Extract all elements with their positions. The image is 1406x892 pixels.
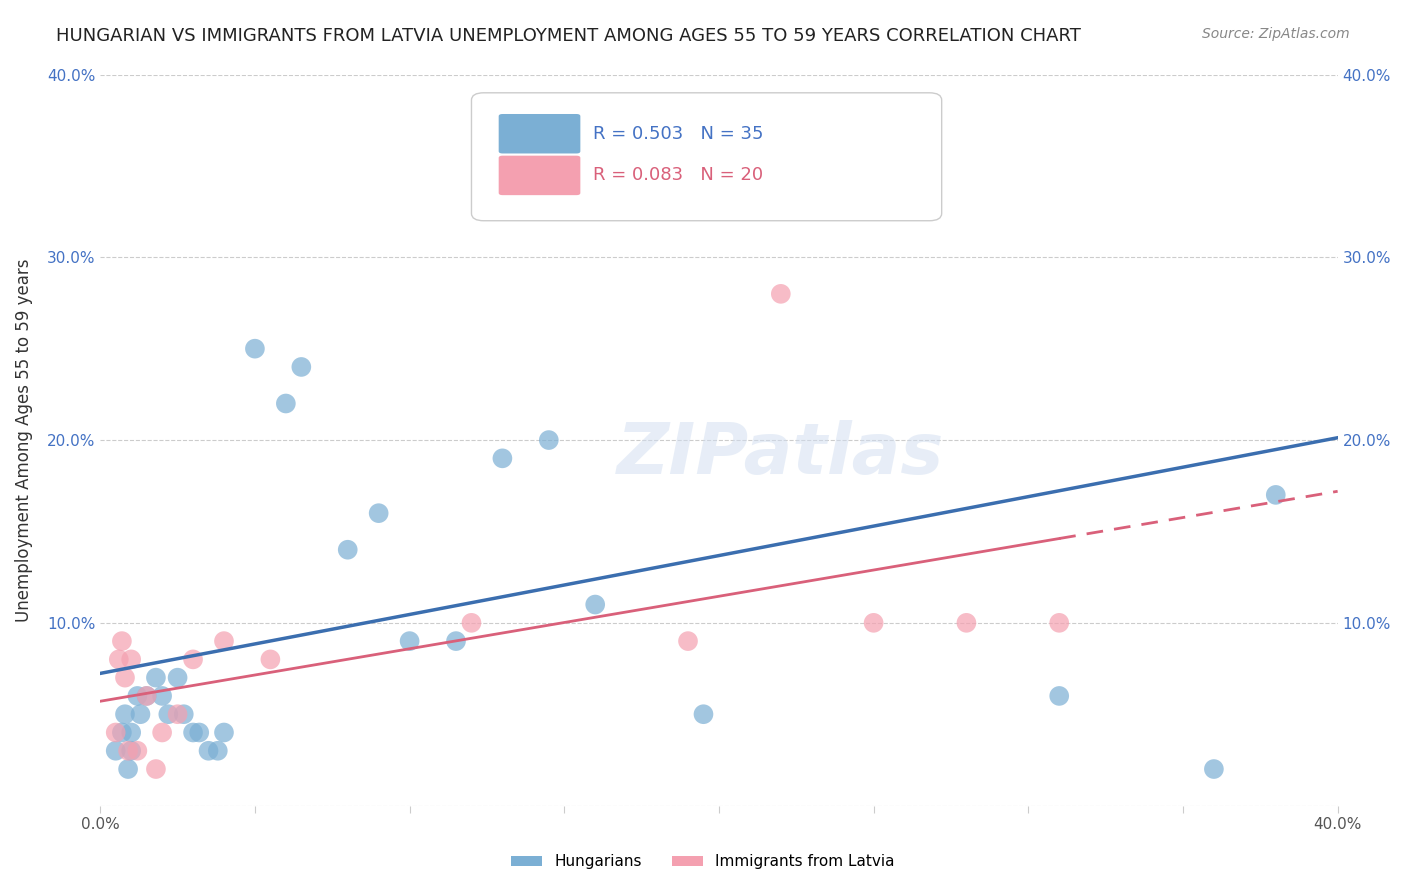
Point [1264,488,1286,502]
Point [117,744,139,758]
Point [692,707,714,722]
Point [120,725,142,739]
Point [166,707,188,722]
FancyBboxPatch shape [471,93,942,220]
Point [207,744,229,758]
Point [831,195,853,210]
Point [145,762,167,776]
Text: R = 0.503   N = 35: R = 0.503 N = 35 [593,125,763,143]
Text: HUNGARIAN VS IMMIGRANTS FROM LATVIA UNEMPLOYMENT AMONG AGES 55 TO 59 YEARS CORRE: HUNGARIAN VS IMMIGRANTS FROM LATVIA UNEM… [56,27,1081,45]
Point [188,725,211,739]
Point [104,744,127,758]
Point [135,689,157,703]
Point [150,689,173,703]
Text: R = 0.083   N = 20: R = 0.083 N = 20 [593,167,763,185]
Point [537,433,560,447]
Point [166,671,188,685]
Point [259,652,281,666]
Point [108,652,131,666]
Point [127,689,149,703]
FancyBboxPatch shape [499,156,581,195]
Point [243,342,266,356]
Legend: Hungarians, Immigrants from Latvia: Hungarians, Immigrants from Latvia [505,848,901,875]
Point [114,707,136,722]
Point [120,744,142,758]
Text: Source: ZipAtlas.com: Source: ZipAtlas.com [1202,27,1350,41]
Point [104,725,127,739]
Point [1047,689,1070,703]
Point [181,652,204,666]
Point [738,177,761,191]
Point [114,671,136,685]
Point [129,707,152,722]
Point [111,634,134,648]
Point [955,615,977,630]
FancyBboxPatch shape [499,114,581,153]
Text: ZIPatlas: ZIPatlas [617,420,945,489]
Point [336,542,359,557]
Point [1047,615,1070,630]
Point [583,598,606,612]
Point [274,396,297,410]
Point [135,689,157,703]
Point [120,652,142,666]
Point [862,615,884,630]
Point [491,451,513,466]
Point [676,634,699,648]
Point [460,615,482,630]
Point [197,744,219,758]
Point [367,506,389,520]
Point [127,744,149,758]
Point [173,707,195,722]
Point [111,725,134,739]
Point [1202,762,1225,776]
Y-axis label: Unemployment Among Ages 55 to 59 years: Unemployment Among Ages 55 to 59 years [15,259,32,622]
Point [290,359,312,374]
Point [444,634,467,648]
Point [398,634,420,648]
Point [769,286,792,301]
Point [150,725,173,739]
Point [212,725,235,739]
Point [117,762,139,776]
Point [145,671,167,685]
Point [181,725,204,739]
Point [212,634,235,648]
Point [157,707,180,722]
